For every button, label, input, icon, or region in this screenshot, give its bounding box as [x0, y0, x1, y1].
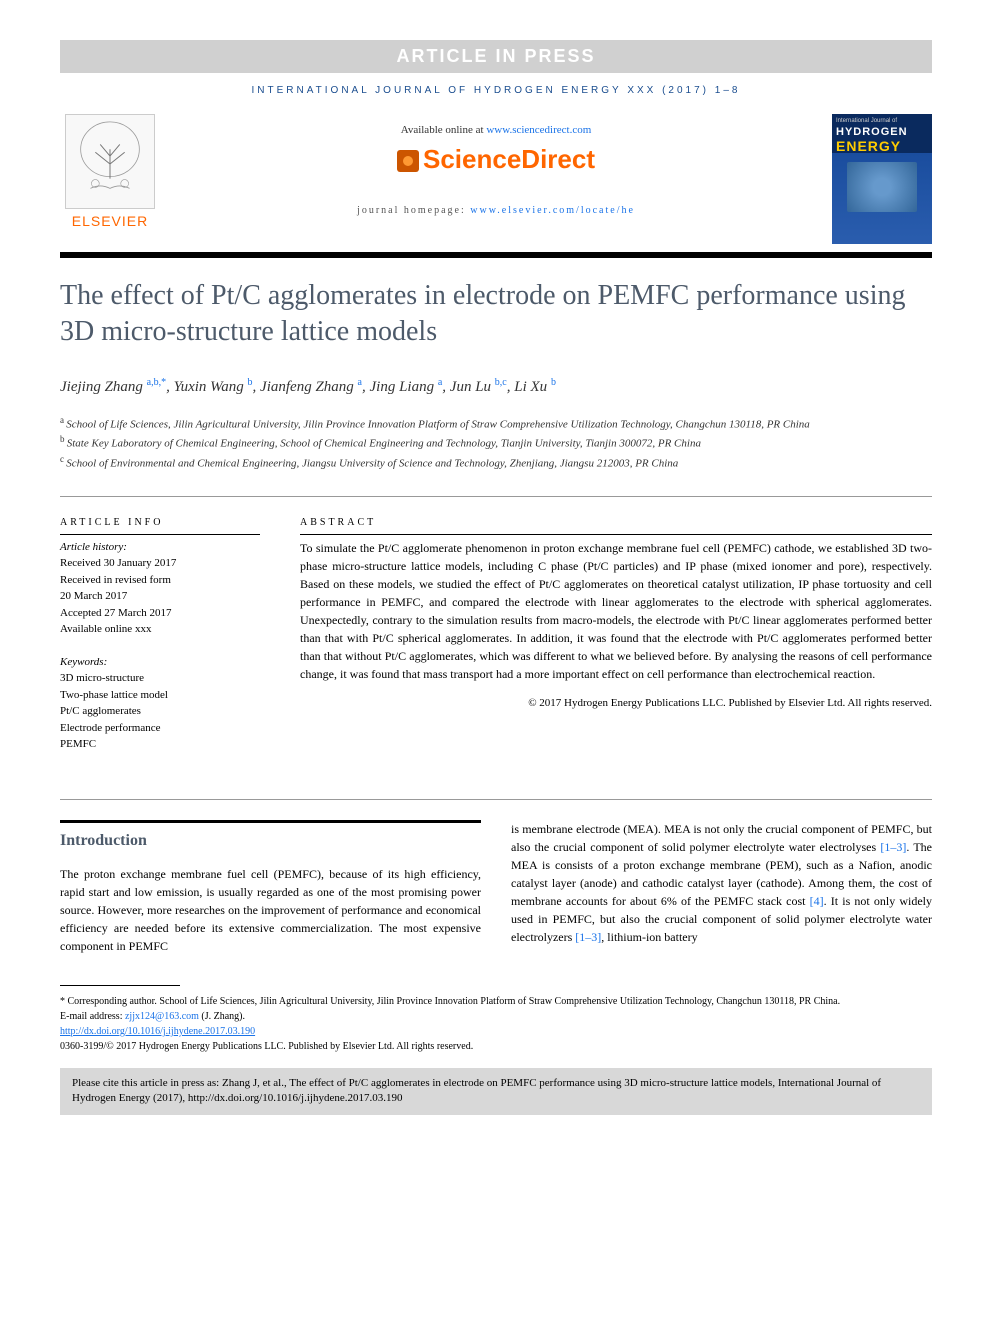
- keywords-label: Keywords:: [60, 654, 260, 671]
- available-online-text: Available online at www.sciencedirect.co…: [160, 124, 832, 136]
- section-divider: [60, 799, 932, 800]
- author-affiliation-sup: a: [438, 377, 442, 388]
- elsevier-text: ELSEVIER: [60, 213, 160, 229]
- history-item: Received in revised form: [60, 572, 260, 589]
- article-info-sidebar: ARTICLE INFO Article history: Received 3…: [60, 515, 260, 769]
- journal-citation-header: INTERNATIONAL JOURNAL OF HYDROGEN ENERGY…: [60, 85, 932, 96]
- abstract-text: To simulate the Pt/C agglomerate phenome…: [300, 539, 932, 683]
- article-history-label: Article history:: [60, 539, 260, 556]
- author-affiliation-sup: b,c: [495, 377, 507, 388]
- author-affiliation-sup: a: [358, 377, 362, 388]
- reference-link[interactable]: [1–3]: [880, 840, 906, 854]
- abstract-heading: ABSTRACT: [300, 515, 932, 535]
- journal-homepage-text: journal homepage: www.elsevier.com/locat…: [160, 205, 832, 216]
- sciencedirect-icon: [397, 150, 419, 172]
- reference-link[interactable]: [1–3]: [575, 930, 601, 944]
- author: Jiejing Zhang a,b,*: [60, 379, 166, 395]
- author-affiliation-sup: b: [248, 377, 253, 388]
- affiliation: b State Key Laboratory of Chemical Engin…: [60, 433, 932, 452]
- affiliations-list: a School of Life Sciences, Jilin Agricul…: [60, 414, 932, 471]
- affiliation: a School of Life Sciences, Jilin Agricul…: [60, 414, 932, 433]
- affiliation: c School of Environmental and Chemical E…: [60, 453, 932, 472]
- author-affiliation-sup: b: [551, 377, 556, 388]
- section-divider: [60, 496, 932, 497]
- abstract-section: ABSTRACT To simulate the Pt/C agglomerat…: [300, 515, 932, 769]
- keyword-item: Two-phase lattice model: [60, 687, 260, 704]
- article-info-heading: ARTICLE INFO: [60, 515, 260, 535]
- body-column-left: Introduction The proton exchange membran…: [60, 820, 481, 955]
- reference-link[interactable]: [4]: [810, 894, 824, 908]
- journal-cover-thumbnail: International Journal of HYDROGEN ENERGY: [832, 114, 932, 244]
- header-divider-bar: [60, 252, 932, 258]
- footer-divider: [60, 985, 180, 986]
- keyword-item: Pt/C agglomerates: [60, 703, 260, 720]
- author-list: Jiejing Zhang a,b,*, Yuxin Wang b, Jianf…: [60, 375, 932, 399]
- history-item: 20 March 2017: [60, 588, 260, 605]
- sciencedirect-logo: ScienceDirect: [160, 144, 832, 175]
- author-affiliation-sup: a,b,*: [147, 377, 166, 388]
- author: Jing Liang a: [370, 379, 443, 395]
- body-paragraph: The proton exchange membrane fuel cell (…: [60, 865, 481, 955]
- issn-copyright: 0360-3199/© 2017 Hydrogen Energy Publica…: [60, 1039, 932, 1054]
- corresponding-email-link[interactable]: zjjx124@163.com: [125, 1011, 199, 1022]
- keyword-item: PEMFC: [60, 736, 260, 753]
- history-item: Accepted 27 March 2017: [60, 605, 260, 622]
- article-body: Introduction The proton exchange membran…: [60, 820, 932, 955]
- author: Li Xu b: [514, 379, 556, 395]
- elsevier-tree-icon: [65, 114, 155, 209]
- corresponding-author-note: * Corresponding author. School of Life S…: [60, 994, 932, 1009]
- keyword-item: Electrode performance: [60, 720, 260, 737]
- author: Jianfeng Zhang a: [260, 379, 362, 395]
- author: Jun Lu b,c: [450, 379, 507, 395]
- doi-link[interactable]: http://dx.doi.org/10.1016/j.ijhydene.201…: [60, 1026, 255, 1037]
- introduction-heading: Introduction: [60, 820, 481, 853]
- citation-box: Please cite this article in press as: Zh…: [60, 1068, 932, 1115]
- footer-notes: * Corresponding author. School of Life S…: [60, 994, 932, 1054]
- history-item: Available online xxx: [60, 621, 260, 638]
- article-in-press-banner: ARTICLE IN PRESS: [60, 40, 932, 73]
- author: Yuxin Wang b: [174, 379, 253, 395]
- journal-homepage-link[interactable]: www.elsevier.com/locate/he: [470, 205, 635, 216]
- publisher-header: ELSEVIER Available online at www.science…: [60, 114, 932, 244]
- keyword-item: 3D micro-structure: [60, 670, 260, 687]
- elsevier-logo: ELSEVIER: [60, 114, 160, 229]
- article-title: The effect of Pt/C agglomerates in elect…: [60, 278, 932, 351]
- sciencedirect-url-link[interactable]: www.sciencedirect.com: [486, 124, 591, 136]
- body-paragraph: is membrane electrode (MEA). MEA is not …: [511, 820, 932, 946]
- abstract-copyright: © 2017 Hydrogen Energy Publications LLC.…: [300, 695, 932, 712]
- body-column-right: is membrane electrode (MEA). MEA is not …: [511, 820, 932, 955]
- sciencedirect-header: Available online at www.sciencedirect.co…: [160, 114, 832, 216]
- history-item: Received 30 January 2017: [60, 555, 260, 572]
- email-line: E-mail address: zjjx124@163.com (J. Zhan…: [60, 1009, 932, 1024]
